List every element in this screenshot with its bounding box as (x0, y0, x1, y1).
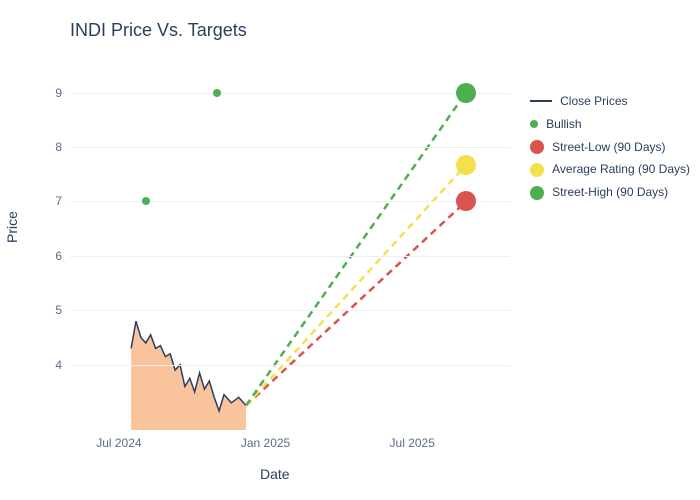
gridline (70, 310, 510, 311)
gridline (70, 147, 510, 148)
chart-container: INDI Price Vs. Targets Date Price 456789… (0, 0, 700, 500)
legend-item: Bullish (530, 113, 690, 136)
chart-title: INDI Price Vs. Targets (70, 20, 247, 41)
gridline (70, 256, 510, 257)
legend-dot-icon (530, 186, 544, 200)
legend-label: Close Prices (560, 90, 627, 113)
y-axis-label: Price (4, 211, 20, 243)
target-marker-high (456, 83, 476, 103)
y-tick-label: 9 (55, 86, 70, 100)
bullish-marker (142, 197, 150, 205)
plot-svg (70, 60, 510, 430)
y-tick-label: 5 (55, 303, 70, 317)
legend-item: Street-Low (90 Days) (530, 136, 690, 159)
gridline (70, 365, 510, 366)
y-tick-label: 8 (55, 140, 70, 154)
legend-label: Street-High (90 Days) (552, 181, 668, 204)
legend-dot-icon (530, 120, 538, 128)
target-marker-low (456, 191, 476, 211)
y-tick-label: 4 (55, 358, 70, 372)
y-tick-label: 7 (55, 194, 70, 208)
bullish-marker (213, 89, 221, 97)
y-tick-label: 6 (55, 249, 70, 263)
plot-area: 456789Jul 2024Jan 2025Jul 2025 (70, 60, 510, 430)
x-tick-label: Jul 2025 (390, 430, 435, 450)
gridline (70, 201, 510, 202)
legend-label: Bullish (546, 113, 581, 136)
legend-label: Average Rating (90 Days) (552, 158, 690, 181)
legend-dot-icon (530, 163, 544, 177)
legend-item: Close Prices (530, 90, 690, 113)
target-line-high (246, 93, 466, 406)
target-marker-average (456, 155, 476, 175)
legend-label: Street-Low (90 Days) (552, 136, 665, 159)
legend-item: Street-High (90 Days) (530, 181, 690, 204)
legend: Close PricesBullishStreet-Low (90 Days)A… (530, 90, 690, 204)
target-line-low (246, 201, 466, 405)
x-tick-label: Jan 2025 (241, 430, 290, 450)
legend-item: Average Rating (90 Days) (530, 158, 690, 181)
x-tick-label: Jul 2024 (96, 430, 141, 450)
legend-dot-icon (530, 140, 544, 154)
x-axis-label: Date (260, 466, 290, 482)
legend-line-swatch (530, 100, 552, 102)
gridline (70, 93, 510, 94)
